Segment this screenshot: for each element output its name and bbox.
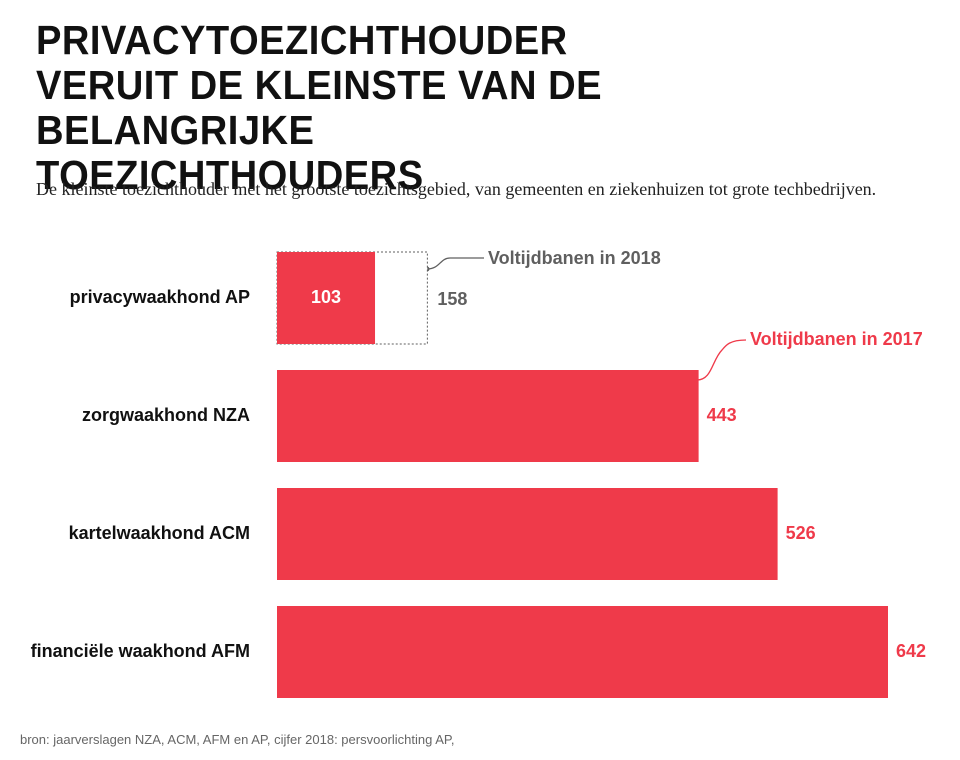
value-label: 158 xyxy=(437,289,467,309)
bar xyxy=(277,252,376,344)
bar xyxy=(277,370,699,462)
category-label: kartelwaakhond ACM xyxy=(69,523,250,543)
source-note: bron: jaarverslagen NZA, ACM, AFM en AP,… xyxy=(20,732,455,747)
value-label: 103 xyxy=(311,287,341,307)
chart-title: PRIVACYTOEZICHTHOUDER VERUIT DE KLEINSTE… xyxy=(36,17,602,198)
annotation-connector xyxy=(696,339,747,381)
category-label: financiële waakhond AFM xyxy=(31,641,250,661)
chart-subtitle: De kleinste toezichthouder met het groot… xyxy=(36,179,877,199)
bar xyxy=(277,488,778,580)
value-label: 642 xyxy=(896,641,926,661)
value-label: 443 xyxy=(707,405,737,425)
value-label: 526 xyxy=(786,523,816,543)
category-label: privacywaakhond AP xyxy=(70,287,250,307)
category-label: zorgwaakhond NZA xyxy=(82,405,250,425)
annotation: Voltijdbanen in 2018 xyxy=(488,248,661,268)
annotation: Voltijdbanen in 2017 xyxy=(750,329,923,349)
bar xyxy=(277,606,888,698)
annotation-connector xyxy=(426,257,484,270)
